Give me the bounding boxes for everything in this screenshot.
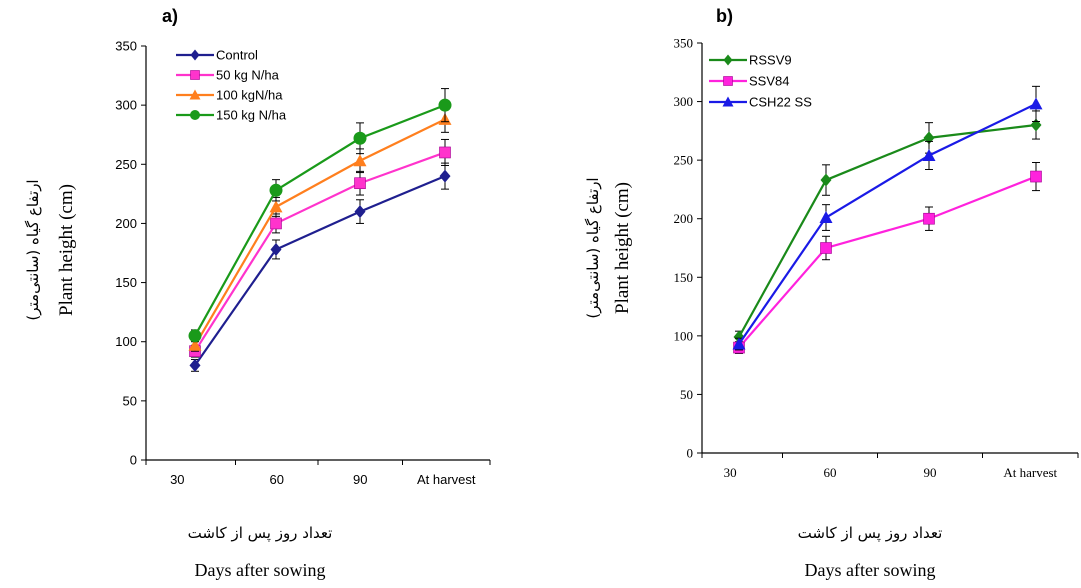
legend-label: 150 kg N/ha xyxy=(216,108,287,123)
legend-label: 100 kgN/ha xyxy=(216,88,283,103)
y-axis-label: Plant height (cm) xyxy=(56,184,77,316)
y-tick-label: 200 xyxy=(674,211,694,226)
series-csh22-ss xyxy=(732,85,1043,351)
y-tick-label: 350 xyxy=(115,39,137,54)
x-axis-label: Days after sowing xyxy=(805,560,936,580)
legend-label: 50 kg N/ha xyxy=(216,68,280,83)
legend-label: SSV84 xyxy=(749,74,789,89)
legend-marker xyxy=(723,76,733,86)
x-tick-label: 90 xyxy=(353,472,367,487)
y-tick-label: 350 xyxy=(674,36,694,51)
x-axis-label-persian: تعداد روز پس از کاشت xyxy=(188,524,333,543)
data-point xyxy=(922,148,936,161)
series-rssv9 xyxy=(733,110,1042,344)
data-point xyxy=(354,177,366,190)
legend-marker xyxy=(190,49,200,61)
y-tick-label: 300 xyxy=(674,94,694,109)
x-tick-label: At harvest xyxy=(417,472,476,487)
data-point xyxy=(354,205,366,219)
legend-marker xyxy=(722,96,734,107)
y-tick-label: 300 xyxy=(115,98,137,113)
data-point xyxy=(439,169,451,183)
x-tick-label: 90 xyxy=(924,465,937,480)
data-point xyxy=(819,211,833,224)
data-point xyxy=(923,212,935,225)
series-50-kg-n-ha xyxy=(189,138,451,358)
panel-label: b) xyxy=(716,6,733,26)
y-tick-label: 250 xyxy=(115,157,137,172)
panel-label: a) xyxy=(162,6,178,26)
chart-panel-b: 0 50 100 150 200 250 300 350 30 60 90 At harvest b) R… xyxy=(584,6,1079,580)
series-line xyxy=(194,151,446,352)
data-point xyxy=(732,337,746,350)
data-point xyxy=(353,131,367,145)
series-line xyxy=(194,104,446,337)
data-point xyxy=(438,98,452,112)
data-point xyxy=(188,329,202,343)
y-axis-label-persian: ارتفاع گیاه (سانتی‌متر) xyxy=(24,179,42,320)
legend-marker xyxy=(190,110,200,120)
legend-label: CSH22 SS xyxy=(749,95,812,110)
y-axis-label-persian: ارتفاع گیاه (سانتی‌متر) xyxy=(584,177,602,318)
y-axis-label: Plant height (cm) xyxy=(612,182,633,314)
x-tick-label: 30 xyxy=(170,472,184,487)
legend-label: Control xyxy=(216,48,258,63)
x-tick-label: 60 xyxy=(824,465,837,480)
y-tick-label: 0 xyxy=(130,453,137,468)
chart-panel-a: 0 50 100 150 200 250 300 350 30 60 90 At harvest a) C… xyxy=(24,6,491,580)
series-line xyxy=(738,175,1037,349)
data-point xyxy=(189,358,201,372)
y-tick-label: 200 xyxy=(115,216,137,231)
legend-marker xyxy=(190,70,200,80)
y-tick-label: 50 xyxy=(123,393,137,408)
data-point xyxy=(269,200,283,213)
y-tick-label: 0 xyxy=(687,446,694,461)
y-tick-label: 100 xyxy=(115,334,137,349)
data-point xyxy=(269,183,283,197)
series-ssv84 xyxy=(733,161,1042,354)
x-tick-label: 30 xyxy=(724,465,737,480)
series-line xyxy=(194,118,446,346)
data-point xyxy=(270,217,282,230)
data-point xyxy=(188,338,202,351)
series-150-kg-n-ha xyxy=(188,88,452,343)
legend-marker xyxy=(189,89,201,100)
data-point xyxy=(353,154,367,167)
x-tick-label: 60 xyxy=(270,472,284,487)
series-control xyxy=(189,162,451,372)
y-tick-label: 50 xyxy=(680,387,693,402)
x-axis-label-persian: تعداد روز پس از کاشت xyxy=(798,524,943,543)
x-tick-label: At harvest xyxy=(1003,465,1057,480)
series-line xyxy=(738,123,1037,338)
data-point xyxy=(820,173,832,187)
data-point xyxy=(439,146,451,159)
series-line xyxy=(738,102,1037,345)
y-tick-label: 150 xyxy=(674,270,694,285)
y-tick-label: 100 xyxy=(674,328,694,343)
data-point xyxy=(270,242,282,256)
x-axis-label: Days after sowing xyxy=(195,560,326,580)
data-point xyxy=(1029,97,1043,110)
y-tick-label: 250 xyxy=(674,153,694,168)
data-point xyxy=(1030,170,1042,183)
series-line xyxy=(194,175,446,367)
legend-marker xyxy=(723,54,733,66)
legend-label: RSSV9 xyxy=(749,53,792,68)
y-tick-label: 150 xyxy=(115,275,137,290)
data-point xyxy=(820,242,832,254)
